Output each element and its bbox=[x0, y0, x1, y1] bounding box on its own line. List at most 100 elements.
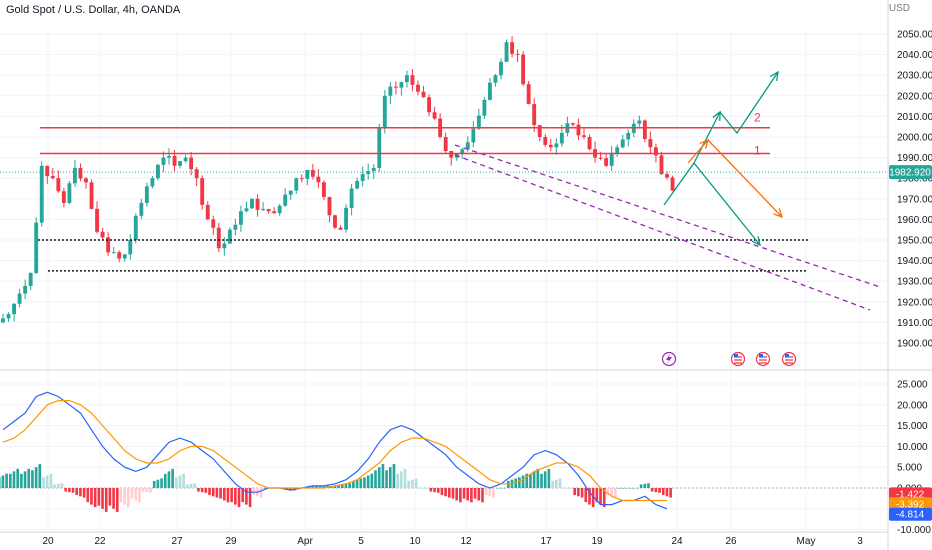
candle-body bbox=[449, 151, 454, 158]
macd-value-label: -3.392 bbox=[896, 499, 925, 510]
candle-body bbox=[427, 97, 432, 113]
price-tick-label: 2010.000 bbox=[897, 112, 932, 123]
macd-histogram-bar bbox=[506, 480, 510, 488]
candle-body bbox=[200, 178, 205, 205]
time-tick-label: 12 bbox=[460, 536, 472, 547]
macd-histogram-bar bbox=[374, 470, 377, 488]
macd-histogram-bar bbox=[215, 488, 219, 498]
candle-body bbox=[12, 303, 17, 315]
price-tick-label: 1980.000 bbox=[897, 174, 932, 185]
macd-value-badge bbox=[889, 487, 932, 501]
candle-body bbox=[526, 84, 531, 105]
candle-body bbox=[338, 227, 343, 230]
macd-tick-label: 10.000 bbox=[897, 442, 928, 453]
candle-body bbox=[84, 178, 88, 183]
macd-histogram-bar bbox=[145, 488, 149, 493]
candle-body bbox=[609, 153, 614, 166]
channel-upper-line bbox=[454, 144, 881, 288]
macd-histogram-bar bbox=[123, 488, 126, 505]
macd-histogram-bar bbox=[5, 473, 8, 488]
candle-body bbox=[95, 208, 100, 232]
macd-histogram-bar bbox=[60, 483, 64, 488]
macd-histogram-bar bbox=[23, 471, 27, 488]
candle-body bbox=[642, 120, 647, 140]
price-tick-label: 1920.000 bbox=[897, 297, 932, 308]
projection-arrow-down-head bbox=[751, 236, 761, 247]
macd-histogram-bar bbox=[174, 477, 178, 488]
macd-histogram-bar bbox=[134, 488, 138, 501]
macd-histogram-bar bbox=[385, 470, 388, 488]
candle-body bbox=[310, 169, 315, 177]
macd-histogram-bar bbox=[540, 473, 543, 488]
candle-body bbox=[382, 95, 387, 128]
candle-body bbox=[321, 182, 326, 198]
last-price-badge bbox=[889, 165, 932, 180]
candle-body bbox=[39, 165, 44, 223]
macd-histogram-bar bbox=[348, 483, 352, 488]
time-tick-label: 10 bbox=[409, 536, 421, 547]
candle-body bbox=[178, 161, 183, 166]
currency-label: USD bbox=[888, 3, 910, 14]
macd-histogram-bar bbox=[86, 488, 90, 503]
macd-tick-label: 5.000 bbox=[897, 463, 922, 474]
candle-body bbox=[537, 125, 542, 137]
macd-histogram-bar bbox=[647, 483, 650, 488]
candle-body bbox=[548, 144, 553, 148]
macd-histogram-bar bbox=[588, 488, 591, 505]
macd-histogram-bar bbox=[584, 488, 588, 503]
macd-histogram-bar bbox=[82, 488, 86, 498]
macd-histogram-bar bbox=[591, 488, 595, 508]
candle-body bbox=[532, 104, 537, 126]
macd-histogram-bar bbox=[68, 488, 71, 493]
candle-body bbox=[233, 224, 238, 230]
candle-body bbox=[89, 182, 94, 209]
price-tick-label: 2030.000 bbox=[897, 71, 932, 82]
candle-body bbox=[371, 167, 376, 172]
macd-histogram-bar bbox=[130, 488, 134, 499]
last-price-label: 1982.920 bbox=[889, 168, 931, 179]
macd-histogram-bar bbox=[156, 479, 160, 488]
macd-histogram-bar bbox=[248, 488, 252, 508]
price-tick-label: 1930.000 bbox=[897, 277, 932, 288]
candle-body bbox=[504, 42, 509, 62]
candle-body bbox=[460, 149, 465, 154]
candle-body bbox=[327, 197, 332, 216]
channel-lower-line bbox=[454, 154, 871, 311]
macd-histogram-bar bbox=[311, 485, 315, 488]
macd-histogram-bar bbox=[440, 488, 444, 496]
macd-histogram-bar bbox=[138, 488, 141, 503]
macd-histogram-bar bbox=[333, 485, 337, 488]
candle-body bbox=[366, 171, 371, 175]
time-tick-label: Apr bbox=[297, 536, 313, 547]
us-flag-canton-icon bbox=[785, 354, 789, 357]
candle-body bbox=[653, 147, 658, 156]
macd-histogram-bar bbox=[104, 488, 108, 512]
candle-body bbox=[277, 205, 282, 214]
macd-histogram-bar bbox=[8, 473, 12, 488]
macd-histogram-bar bbox=[237, 488, 241, 508]
time-tick-label: 17 bbox=[540, 536, 552, 547]
candle-body bbox=[216, 227, 221, 249]
chart-title: Gold Spot / U.S. Dollar, 4h, OANDA bbox=[6, 4, 181, 16]
macd-histogram-bar bbox=[447, 488, 451, 498]
macd-histogram-bar bbox=[473, 488, 477, 499]
macd-value-badge bbox=[889, 497, 932, 511]
candle-body bbox=[167, 155, 171, 158]
candle-body bbox=[554, 143, 559, 148]
candle-body bbox=[620, 139, 625, 148]
candle-body bbox=[604, 158, 609, 166]
candle-body bbox=[637, 120, 642, 124]
candle-body bbox=[626, 132, 631, 140]
macd-histogram-bar bbox=[337, 485, 340, 488]
macd-histogram-bar bbox=[366, 475, 370, 488]
time-tick-label: 24 bbox=[671, 536, 683, 547]
price-tick-label: 2020.000 bbox=[897, 91, 932, 102]
candle-body bbox=[288, 190, 293, 195]
candle-body bbox=[421, 91, 426, 98]
price-tick-label: 2040.000 bbox=[897, 50, 932, 61]
macd-histogram-bar bbox=[451, 488, 455, 499]
projection-arrow-up bbox=[719, 71, 779, 135]
macd-histogram-bar bbox=[525, 473, 529, 488]
candle-body bbox=[476, 115, 481, 129]
